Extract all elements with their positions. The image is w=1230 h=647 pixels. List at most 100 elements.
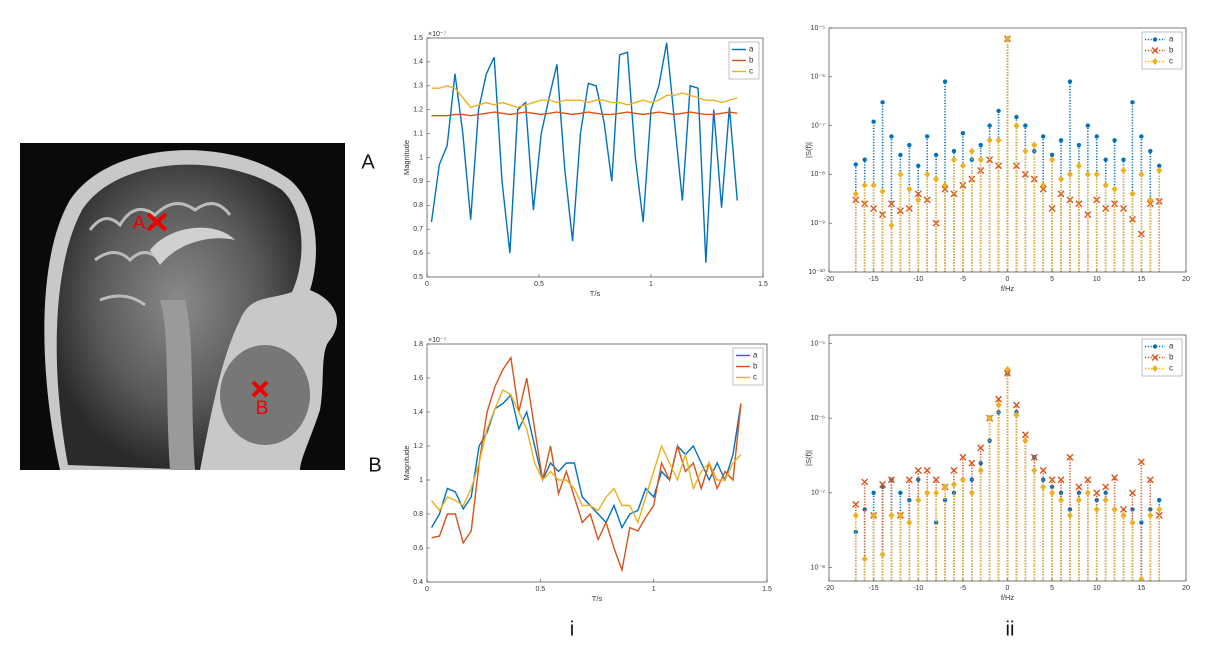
stem-point [933, 152, 939, 272]
marker [915, 496, 922, 504]
marker [1057, 190, 1065, 198]
x-tick-label: -10 [913, 585, 923, 592]
column-label: ii [1006, 618, 1015, 640]
stem-point [924, 170, 931, 272]
marker [1157, 497, 1162, 503]
marker [1137, 230, 1145, 238]
marker [1004, 365, 1011, 373]
x-tick-label: 5 [1050, 276, 1054, 283]
stem-point [968, 147, 975, 272]
x-tick-label: 0.5 [535, 586, 545, 593]
marker [1041, 134, 1046, 139]
marker [951, 148, 957, 154]
marker [1040, 181, 1047, 189]
stem-point [933, 175, 940, 272]
stem-point [1013, 122, 1020, 272]
y-tick-label: 10⁻¹⁰ [808, 268, 825, 276]
marker [1021, 170, 1029, 178]
marker [1076, 142, 1082, 148]
stem-point [950, 466, 958, 581]
axes-frame [828, 334, 1187, 582]
marker [1138, 575, 1145, 581]
stem-point [1058, 175, 1065, 272]
stem-point [871, 119, 876, 272]
brainstem [160, 300, 195, 470]
column-label: i [570, 618, 574, 640]
marker [896, 207, 904, 215]
marker [1057, 476, 1065, 484]
stem-point [888, 221, 895, 272]
marker [1013, 122, 1020, 130]
x-tick-label: 15 [1137, 276, 1145, 283]
stem-point [996, 108, 1001, 272]
stem-point [879, 550, 886, 581]
marker [880, 100, 885, 105]
marker-label: B [256, 398, 269, 419]
marker [1031, 141, 1038, 149]
marker [1120, 167, 1127, 175]
marker [897, 511, 904, 519]
marker [907, 497, 912, 503]
stem-point [1155, 511, 1163, 581]
marker [1094, 497, 1099, 503]
chart: -20 -15 -10 -5 0 5 10 15 20 10⁻¹⁰ 10⁻⁹ 10⁻⁸ 10⁻⁷ 10⁻⁶… [804, 25, 1190, 293]
marker [977, 444, 985, 452]
stem-point [968, 489, 975, 581]
stem-point [1004, 35, 1011, 272]
stem-point [959, 476, 966, 581]
plot-area [427, 344, 767, 582]
marker [870, 205, 878, 213]
marker [1058, 175, 1065, 183]
marker [905, 476, 913, 484]
marker [1084, 170, 1091, 178]
marker [1147, 511, 1154, 519]
marker [898, 490, 903, 496]
x-tick-label: 0 [425, 586, 429, 593]
marker [887, 200, 895, 208]
marker [1152, 58, 1158, 65]
stem-point [1084, 170, 1091, 272]
y-tick-label: 1.6 [413, 375, 423, 382]
stem-point [897, 170, 904, 272]
marker [1084, 489, 1091, 497]
marker [977, 156, 984, 164]
marker [941, 185, 949, 193]
marker [1075, 162, 1082, 170]
marker [888, 511, 895, 519]
marker-cross-b [251, 380, 269, 398]
stem-point [977, 156, 984, 272]
marker [995, 136, 1002, 144]
x-tick-label: 1.5 [762, 586, 772, 593]
marker [959, 453, 967, 461]
marker [898, 152, 903, 158]
y-tick-label: 0.8 [413, 511, 423, 518]
legend-label: c [1169, 57, 1173, 66]
legend-label: b [1169, 353, 1174, 362]
stem-point [986, 136, 993, 272]
marker [915, 196, 922, 204]
y-tick-label: 1.4 [413, 59, 423, 66]
marker [897, 170, 904, 178]
stem-point [950, 480, 957, 581]
legend-label: b [753, 362, 758, 371]
y-tick-label: 1.5 [413, 35, 423, 42]
marker [870, 181, 877, 189]
stem-point [1120, 511, 1127, 581]
marker [1084, 211, 1092, 219]
marker [871, 490, 876, 496]
marker [996, 108, 1001, 114]
x-tick-label: -15 [869, 585, 879, 592]
marker [1128, 215, 1136, 223]
marker [950, 480, 957, 488]
series-layer [852, 365, 1163, 581]
marker [951, 490, 957, 496]
stem-point [1049, 152, 1055, 272]
marker [889, 134, 894, 139]
marker [933, 152, 939, 158]
marker [924, 489, 931, 497]
stem-point [1147, 196, 1154, 272]
marker [923, 196, 931, 204]
marker [986, 414, 993, 422]
